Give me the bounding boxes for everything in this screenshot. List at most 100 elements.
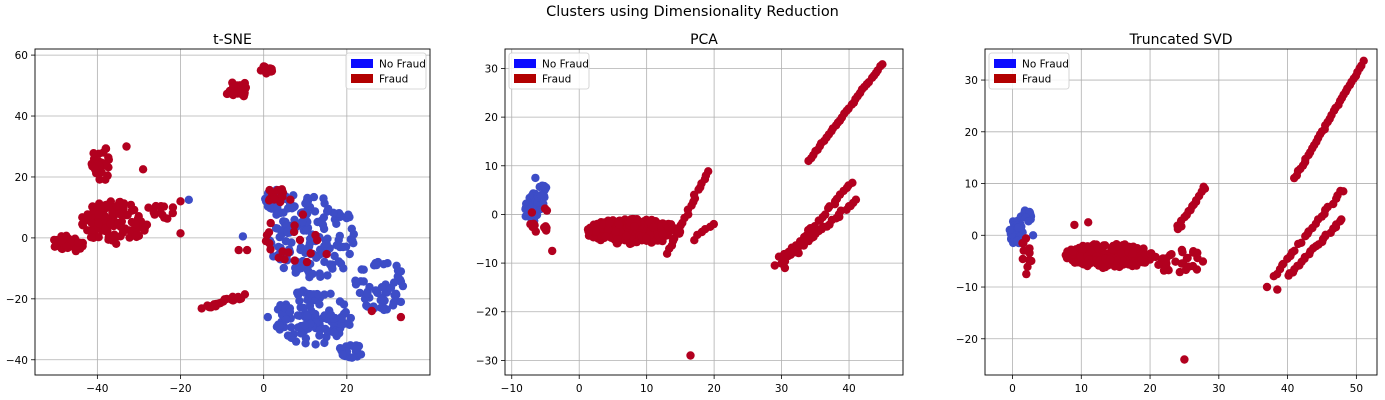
- fraud-point: [269, 195, 279, 204]
- chart-title: PCA: [690, 32, 718, 48]
- fraud-point: [1084, 218, 1093, 227]
- fraud-point: [686, 351, 695, 360]
- no-fraud-point: [349, 230, 358, 239]
- no-fraud-point: [238, 232, 248, 241]
- fraud-point: [104, 203, 113, 212]
- fraud-point: [295, 235, 305, 245]
- no-fraud-point: [351, 276, 360, 285]
- no-fraud-point: [359, 265, 368, 274]
- fraud-point: [548, 246, 557, 256]
- fraud-point: [229, 90, 238, 100]
- fraud-point: [87, 218, 96, 227]
- fraud-point: [118, 201, 128, 210]
- fraud-point: [262, 230, 272, 240]
- x-tick-label: 20: [707, 383, 720, 395]
- legend: No Fraud Fraud: [508, 52, 590, 90]
- fraud-point: [1165, 250, 1175, 260]
- fraud-point: [1154, 260, 1163, 269]
- no-fraud-point: [301, 199, 310, 208]
- y-tick-label: 0: [491, 209, 498, 221]
- fraud-point: [266, 218, 275, 228]
- fraud-point: [140, 226, 149, 235]
- no-fraud-point: [296, 243, 306, 252]
- fraud-point: [78, 219, 87, 229]
- no-fraud-point: [323, 327, 333, 337]
- fraud-point: [131, 231, 140, 241]
- no-fraud-point: [352, 345, 362, 354]
- fraud-point: [1180, 355, 1189, 364]
- fraud-point: [649, 223, 658, 232]
- no-fraud-point: [285, 307, 295, 317]
- no-fraud-point: [286, 333, 296, 342]
- fraud-point: [126, 200, 136, 210]
- fraud-point: [176, 197, 185, 206]
- x-tick-label: 0: [260, 383, 267, 395]
- x-tick-label: 50: [1350, 383, 1363, 395]
- no-fraud-point: [332, 219, 341, 228]
- no-fraud-point: [302, 226, 311, 235]
- chart-title: Truncated SVD: [1129, 32, 1233, 48]
- no-fraud-point: [536, 190, 546, 200]
- fraud-point: [149, 208, 158, 217]
- no-fraud-point: [293, 311, 303, 320]
- fraud-point: [1078, 245, 1087, 254]
- no-fraud-point: [1028, 231, 1038, 240]
- fraud-point: [106, 219, 115, 228]
- fraud-point: [290, 256, 299, 265]
- no-fraud-point: [320, 338, 329, 348]
- figure-suptitle: Clusters using Dimensionality Reduction: [546, 4, 839, 20]
- no-fraud-point: [326, 310, 336, 319]
- fraud-point: [528, 222, 537, 232]
- no-fraud-point: [311, 340, 320, 349]
- fraud-point: [601, 232, 611, 241]
- fraud-point: [159, 202, 169, 211]
- fraud-point: [242, 245, 252, 255]
- no-fraud-point: [332, 241, 341, 250]
- no-fraud-point: [379, 305, 389, 315]
- fraud-point: [1025, 256, 1034, 265]
- x-tick-label: 10: [640, 383, 653, 395]
- no-fraud-point: [297, 264, 306, 273]
- legend-label: No Fraud: [542, 59, 589, 71]
- fraud-point: [780, 263, 790, 273]
- no-fraud-point: [531, 173, 540, 183]
- no-fraud-point: [263, 312, 272, 322]
- fraud-point: [1085, 259, 1094, 268]
- fraud-point: [1018, 254, 1027, 264]
- fraud-point: [1124, 260, 1133, 269]
- no-fraud-point: [373, 288, 382, 298]
- no-fraud-point: [302, 311, 312, 320]
- fraud-point: [138, 165, 148, 174]
- x-tick-label: 40: [1281, 383, 1294, 395]
- no-fraud-point: [337, 314, 346, 323]
- no-fraud-point: [1014, 223, 1023, 232]
- fraud-point: [670, 234, 679, 243]
- legend-label: Fraud: [379, 74, 408, 86]
- y-tick-label: −10: [956, 282, 978, 294]
- legend-label: No Fraud: [1022, 59, 1069, 71]
- fraud-point: [222, 89, 232, 99]
- no-fraud-point: [287, 204, 297, 213]
- no-fraud-point: [386, 283, 396, 292]
- x-tick-label: −10: [501, 383, 523, 395]
- fraud-point: [277, 185, 287, 194]
- fraud-point: [1112, 256, 1121, 265]
- fraud-point: [86, 233, 96, 242]
- fraud-point: [1022, 246, 1032, 255]
- no-fraud-point: [310, 207, 320, 216]
- no-fraud-point: [275, 321, 284, 330]
- fraud-point: [94, 233, 103, 242]
- fraud-point: [1193, 248, 1202, 257]
- fraud-point: [1175, 267, 1185, 277]
- x-tick-label: −20: [169, 383, 191, 395]
- y-tick-label: 20: [485, 112, 498, 124]
- fraud-point: [770, 261, 779, 270]
- no-fraud-point: [326, 289, 335, 298]
- fraud-point: [1171, 257, 1180, 266]
- no-fraud-point: [295, 288, 304, 297]
- point-layer: [50, 62, 408, 362]
- fraud-point: [605, 219, 614, 228]
- x-tick-label: 10: [1075, 383, 1088, 395]
